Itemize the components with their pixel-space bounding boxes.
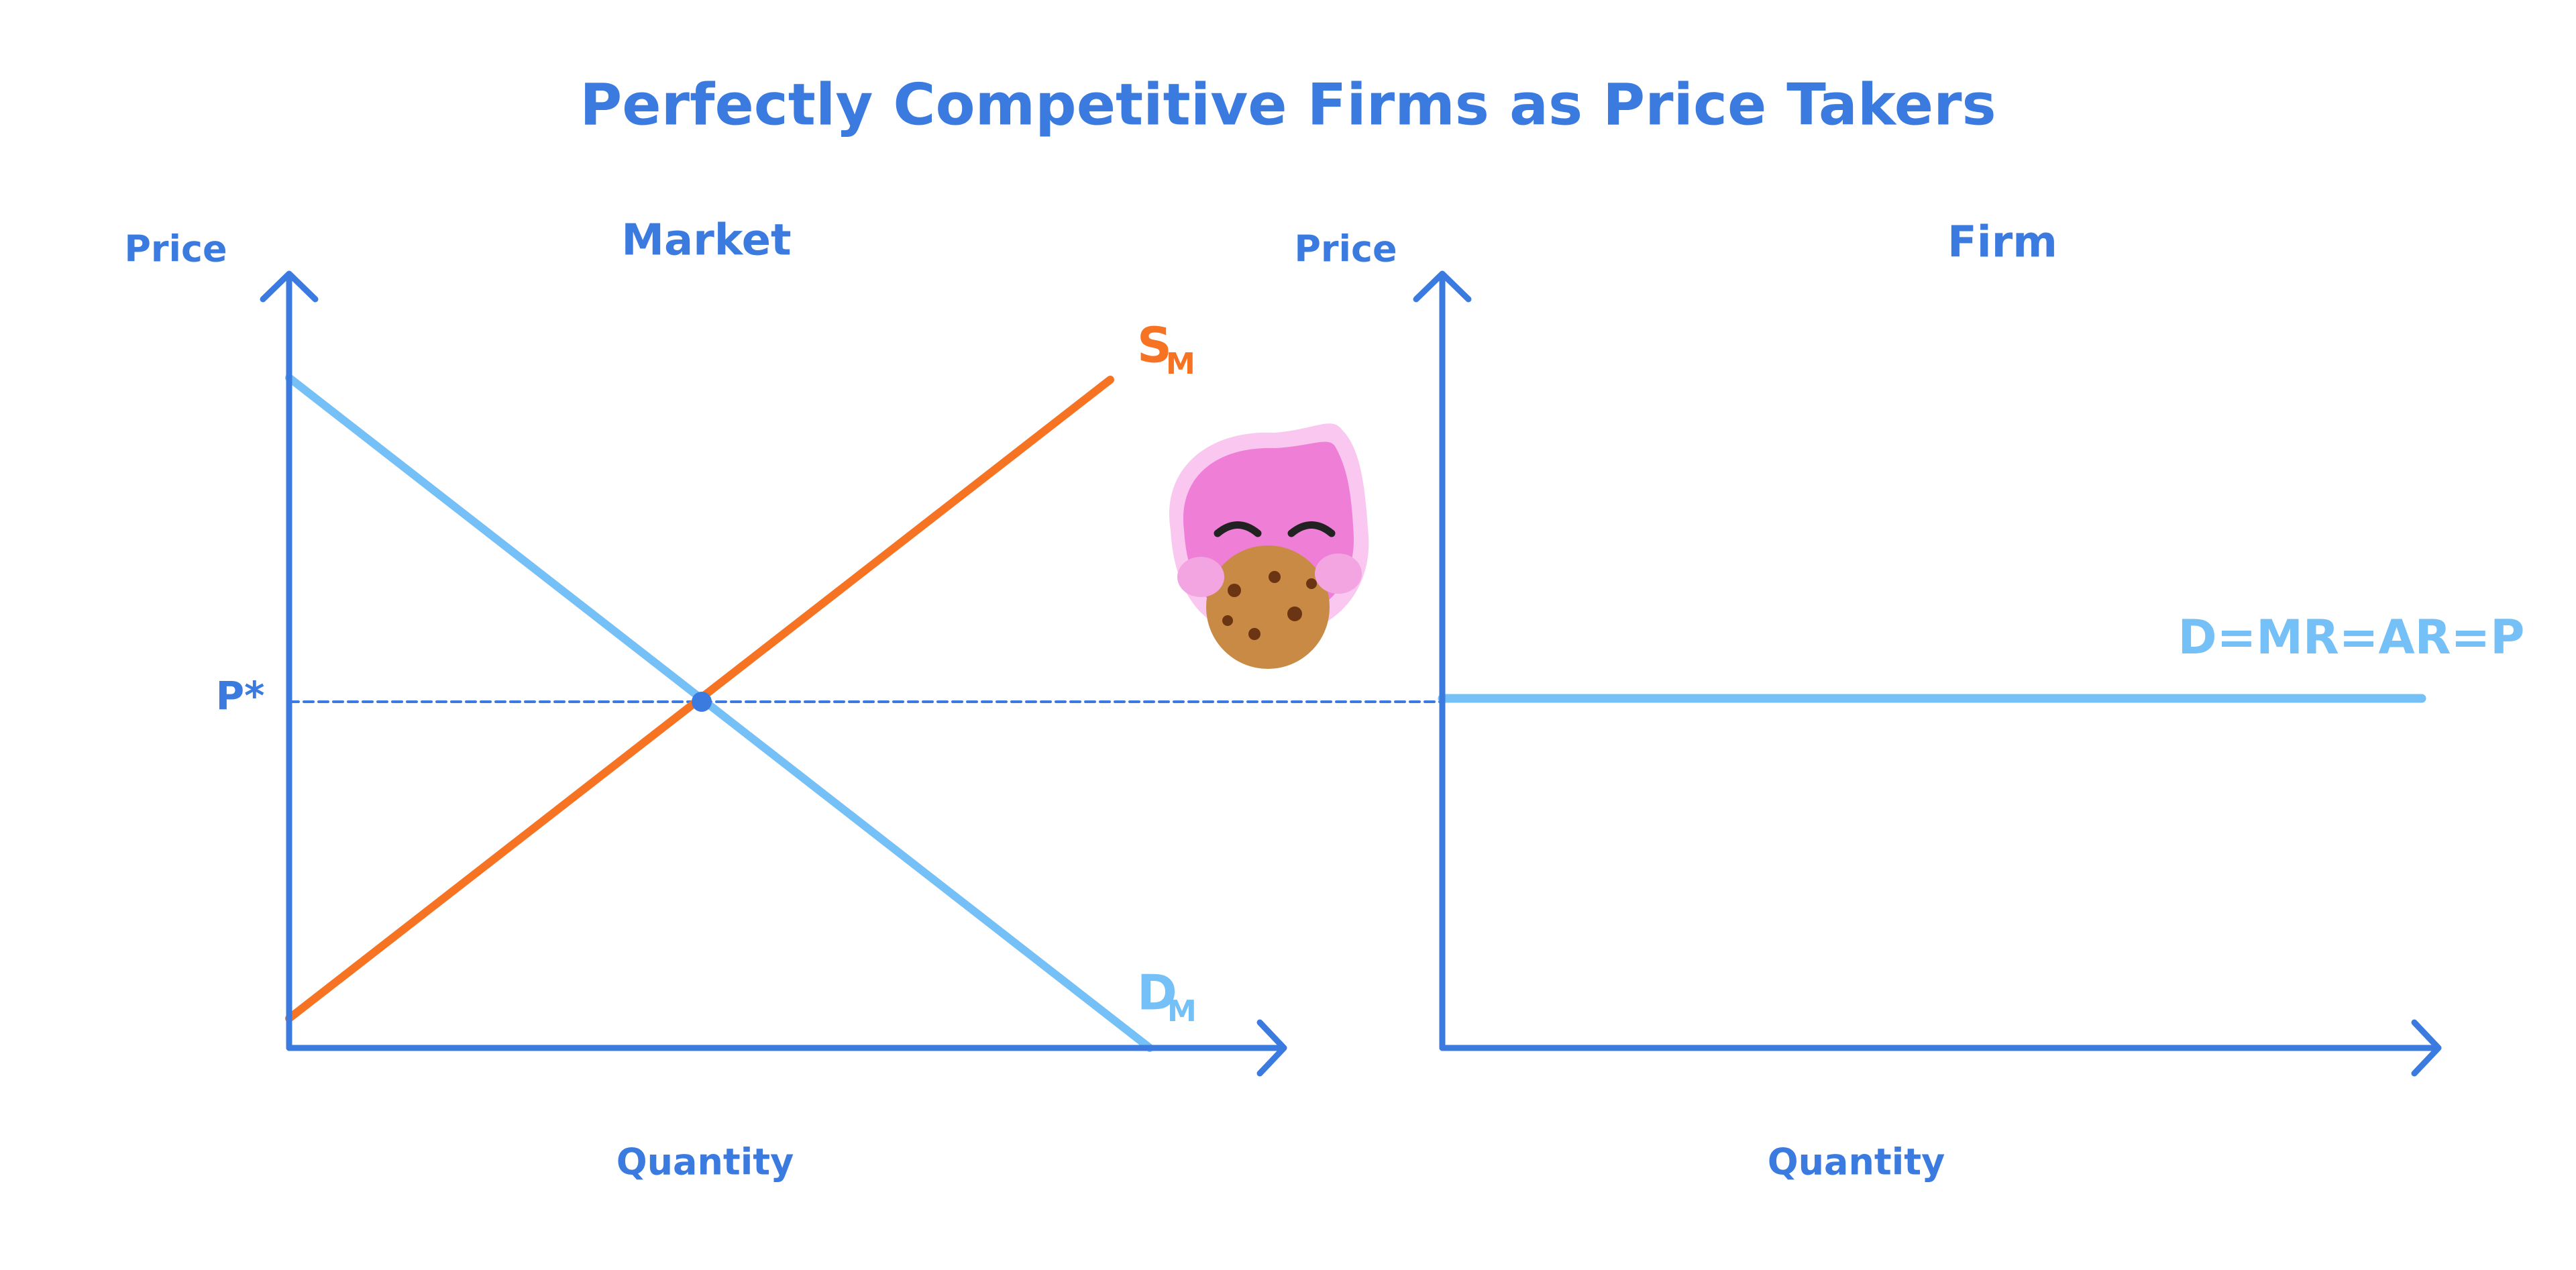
y-axis xyxy=(260,270,319,1051)
x-axis xyxy=(286,1019,1287,1077)
y-axis-label: Price xyxy=(1294,228,1397,270)
price-label: P* xyxy=(216,673,265,719)
demand-line xyxy=(285,374,1154,1052)
panel-title: Market xyxy=(621,216,791,266)
firm-panel xyxy=(1413,270,2442,1077)
supply-label-sub: M xyxy=(1166,347,1195,381)
firm-demand-label: D=MR=AR=P xyxy=(2178,610,2524,665)
y-axis xyxy=(1413,270,1472,1051)
x-axis-label: Quantity xyxy=(1768,1141,1945,1183)
cookie-emoji xyxy=(1169,423,1369,669)
title: Perfectly Competitive Firms as Price Tak… xyxy=(580,71,1996,138)
demand-label: D xyxy=(1137,965,1177,1021)
demand-label-sub: M xyxy=(1167,994,1197,1028)
market-panel xyxy=(260,270,1444,1077)
supply-label: S xyxy=(1137,317,1172,374)
equilibrium-point xyxy=(692,692,712,712)
panel-title: Firm xyxy=(1947,218,2057,268)
y-axis-label: Price xyxy=(124,228,227,270)
x-axis xyxy=(1439,1019,2442,1077)
x-axis-label: Quantity xyxy=(616,1141,794,1183)
